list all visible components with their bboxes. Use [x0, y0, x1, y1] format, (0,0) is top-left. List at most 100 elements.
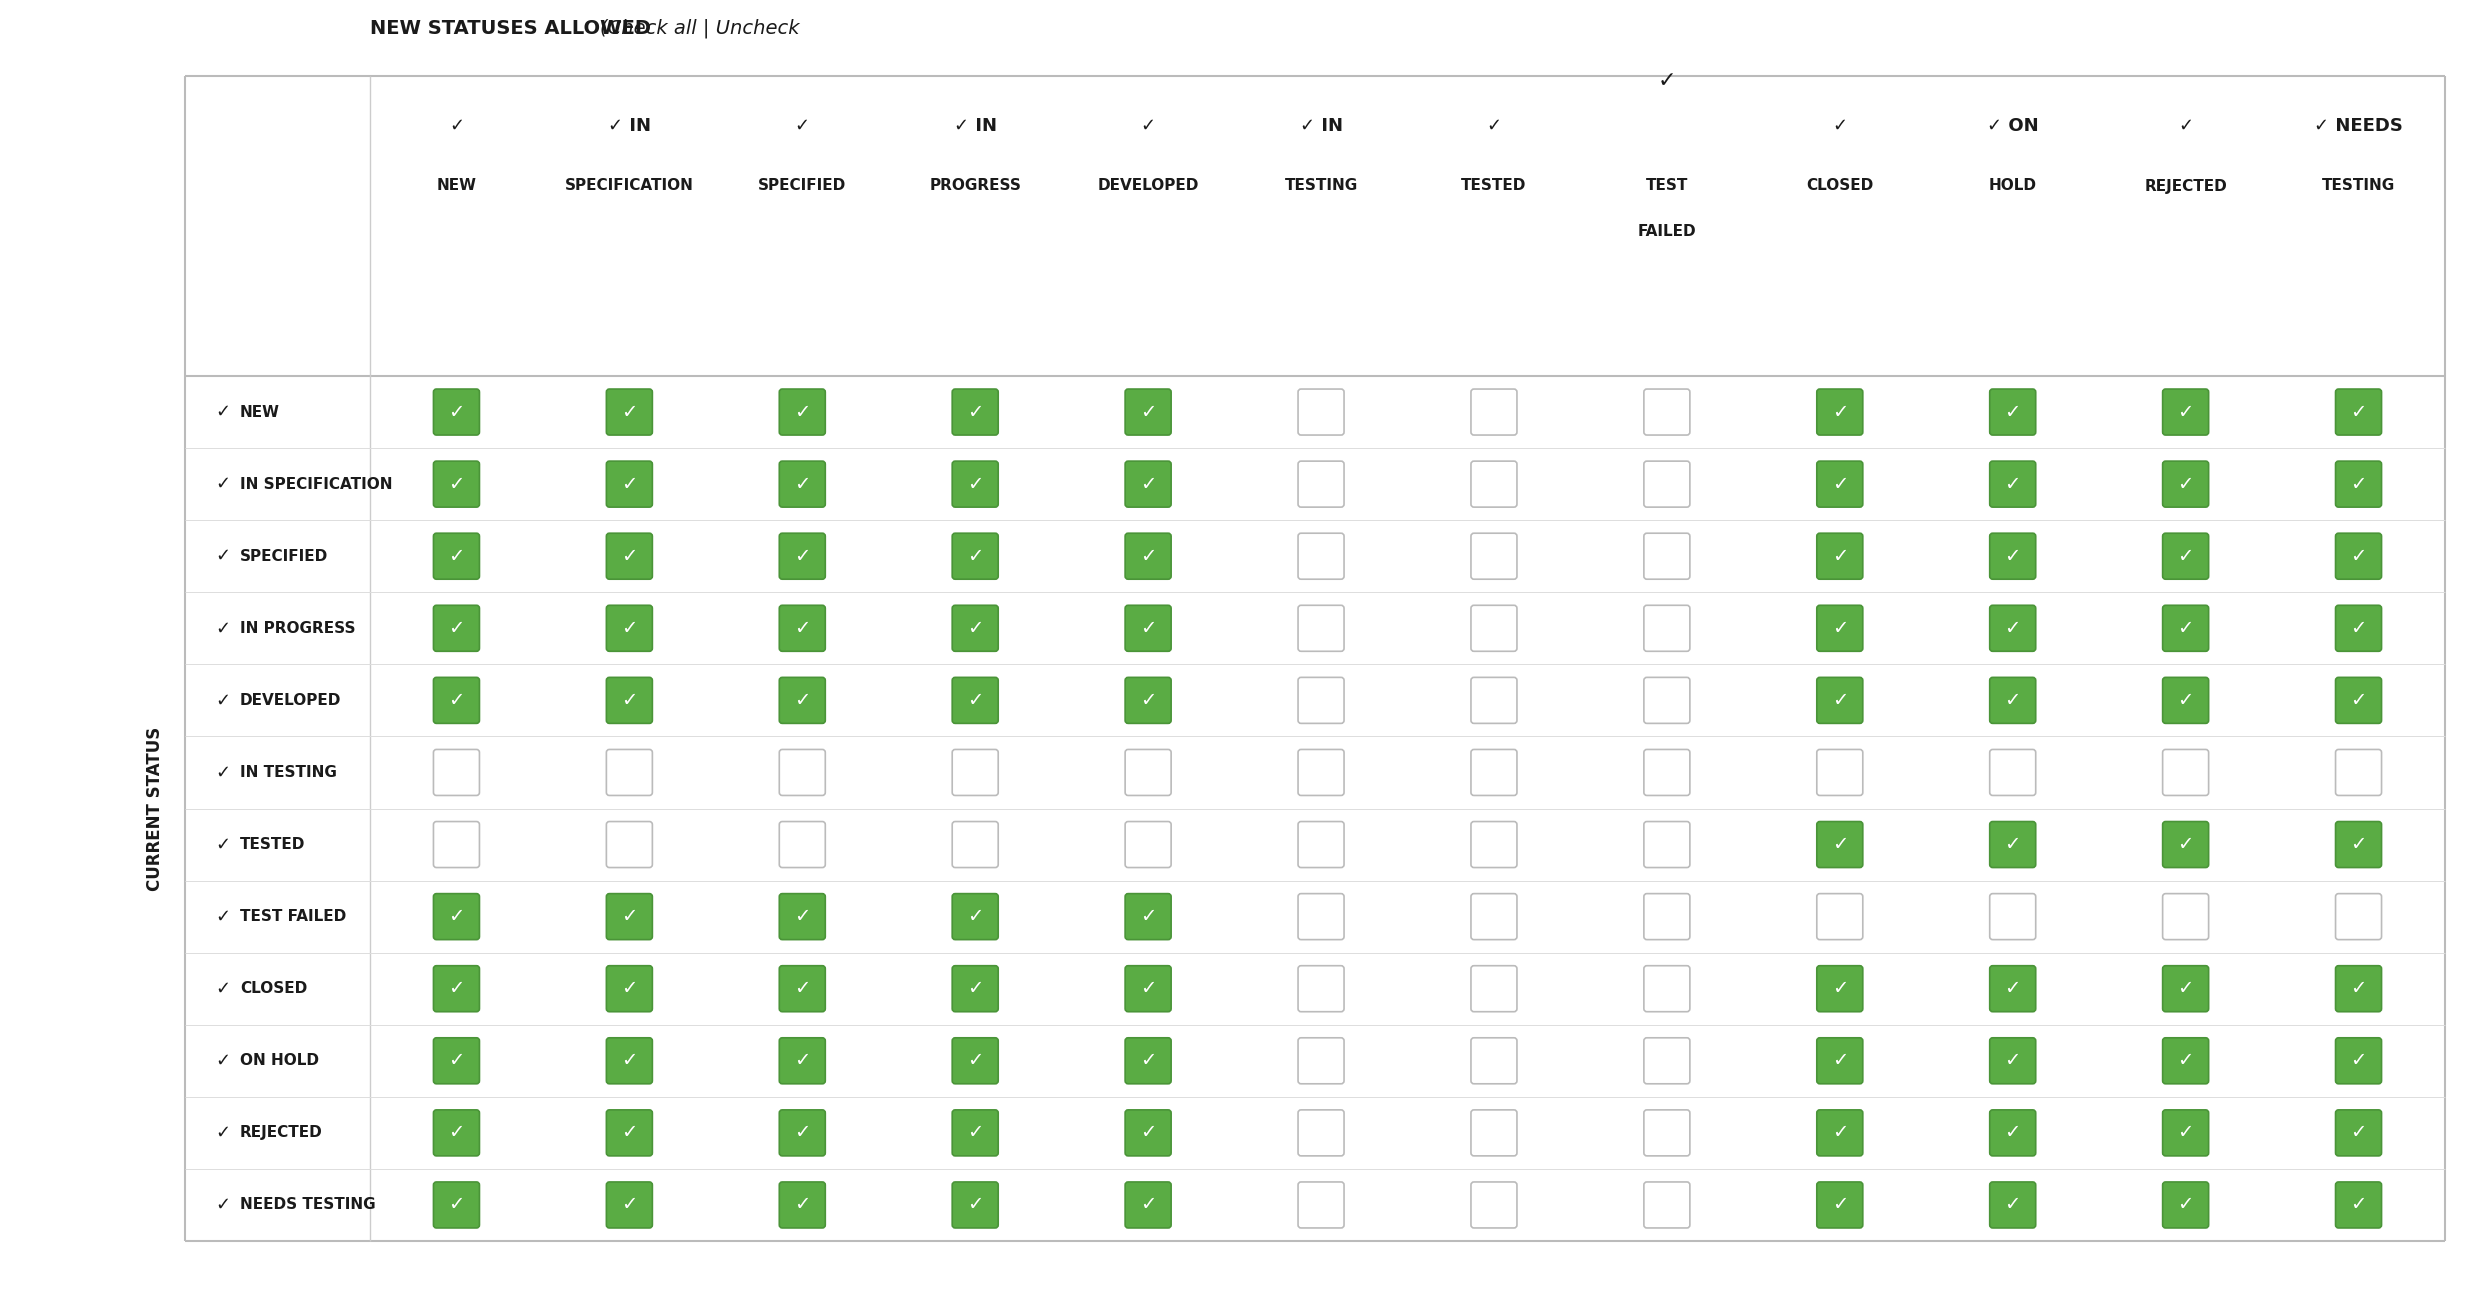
FancyBboxPatch shape [2337, 678, 2381, 723]
FancyBboxPatch shape [432, 822, 479, 867]
FancyBboxPatch shape [2337, 461, 2381, 507]
FancyBboxPatch shape [1472, 1182, 1517, 1227]
FancyBboxPatch shape [1991, 822, 2035, 867]
FancyBboxPatch shape [432, 1182, 479, 1227]
Text: IN TESTING: IN TESTING [240, 765, 336, 780]
FancyBboxPatch shape [781, 822, 825, 867]
FancyBboxPatch shape [432, 389, 479, 435]
FancyBboxPatch shape [2337, 533, 2381, 579]
Text: DEVELOPED: DEVELOPED [1097, 179, 1198, 193]
FancyBboxPatch shape [1818, 1109, 1862, 1156]
Text: ✓: ✓ [2179, 1124, 2193, 1142]
FancyBboxPatch shape [953, 966, 998, 1012]
Text: ✓: ✓ [968, 1124, 983, 1142]
Text: ✓ IN: ✓ IN [1299, 117, 1344, 135]
Text: ✓: ✓ [2179, 835, 2193, 854]
Text: ON HOLD: ON HOLD [240, 1054, 319, 1068]
FancyBboxPatch shape [2337, 822, 2381, 867]
FancyBboxPatch shape [605, 461, 652, 507]
Text: ✓: ✓ [620, 1051, 637, 1070]
Text: ✓: ✓ [2179, 403, 2193, 421]
Text: ✓: ✓ [1833, 117, 1848, 135]
Text: ✓: ✓ [1141, 1195, 1156, 1214]
Text: ✓: ✓ [2351, 547, 2366, 566]
Text: TESTING: TESTING [2322, 179, 2396, 193]
Text: ✓: ✓ [2006, 403, 2020, 421]
Text: ✓: ✓ [2006, 691, 2020, 710]
FancyBboxPatch shape [1299, 389, 1344, 435]
Text: ✓: ✓ [2179, 618, 2193, 638]
FancyBboxPatch shape [953, 1038, 998, 1083]
FancyBboxPatch shape [605, 1182, 652, 1227]
FancyBboxPatch shape [2337, 966, 2381, 1012]
Text: ✓: ✓ [2179, 691, 2193, 710]
Text: ✓: ✓ [2179, 474, 2193, 494]
Text: TEST: TEST [1645, 179, 1687, 193]
Text: ✓: ✓ [447, 907, 464, 927]
FancyBboxPatch shape [1991, 461, 2035, 507]
Text: ✓: ✓ [447, 547, 464, 566]
FancyBboxPatch shape [1472, 1109, 1517, 1156]
Text: ✓: ✓ [2006, 835, 2020, 854]
FancyBboxPatch shape [1645, 1109, 1689, 1156]
Text: SPECIFICATION: SPECIFICATION [566, 179, 694, 193]
FancyBboxPatch shape [605, 1109, 652, 1156]
Text: ✓: ✓ [2351, 474, 2366, 494]
Text: ✓: ✓ [793, 618, 810, 638]
Text: ✓: ✓ [2351, 1195, 2366, 1214]
FancyBboxPatch shape [1645, 894, 1689, 940]
Text: ✓: ✓ [1833, 474, 1848, 494]
Text: TESTED: TESTED [1462, 179, 1526, 193]
Text: (Check all | Uncheck: (Check all | Uncheck [600, 18, 800, 38]
Text: ✓: ✓ [2179, 1195, 2193, 1214]
Text: ✓: ✓ [447, 474, 464, 494]
Text: CLOSED: CLOSED [240, 981, 306, 997]
FancyBboxPatch shape [1299, 822, 1344, 867]
FancyBboxPatch shape [1818, 822, 1862, 867]
FancyBboxPatch shape [1818, 389, 1862, 435]
FancyBboxPatch shape [1472, 1038, 1517, 1083]
Text: ✓: ✓ [1833, 1124, 1848, 1142]
Text: ✓: ✓ [968, 980, 983, 998]
Text: ✓: ✓ [447, 1051, 464, 1070]
Text: ✓: ✓ [2351, 835, 2366, 854]
Text: NEW: NEW [240, 404, 279, 420]
FancyBboxPatch shape [1818, 678, 1862, 723]
FancyBboxPatch shape [2164, 1182, 2208, 1227]
FancyBboxPatch shape [1645, 966, 1689, 1012]
Text: ✓: ✓ [793, 1195, 810, 1214]
FancyBboxPatch shape [1645, 461, 1689, 507]
FancyBboxPatch shape [781, 678, 825, 723]
FancyBboxPatch shape [2164, 461, 2208, 507]
Text: ✓: ✓ [215, 1124, 230, 1142]
FancyBboxPatch shape [1818, 461, 1862, 507]
Text: SPECIFIED: SPECIFIED [758, 179, 847, 193]
Text: ✓: ✓ [1833, 547, 1848, 566]
Text: ✓: ✓ [2006, 1124, 2020, 1142]
Text: CURRENT STATUS: CURRENT STATUS [146, 726, 163, 890]
Text: SPECIFIED: SPECIFIED [240, 548, 329, 564]
Text: ✓: ✓ [620, 691, 637, 710]
FancyBboxPatch shape [2337, 1038, 2381, 1083]
FancyBboxPatch shape [605, 894, 652, 940]
FancyBboxPatch shape [1126, 1109, 1171, 1156]
Text: ✓: ✓ [620, 474, 637, 494]
Text: ✓: ✓ [1141, 907, 1156, 927]
Text: ✓: ✓ [1487, 117, 1502, 135]
FancyBboxPatch shape [1299, 1109, 1344, 1156]
Text: ✓: ✓ [2351, 980, 2366, 998]
FancyBboxPatch shape [1818, 894, 1862, 940]
FancyBboxPatch shape [1645, 1038, 1689, 1083]
Text: ✓: ✓ [447, 403, 464, 421]
FancyBboxPatch shape [781, 894, 825, 940]
FancyBboxPatch shape [2337, 894, 2381, 940]
Text: ✓: ✓ [968, 618, 983, 638]
FancyBboxPatch shape [432, 894, 479, 940]
FancyBboxPatch shape [605, 749, 652, 796]
FancyBboxPatch shape [1818, 966, 1862, 1012]
FancyBboxPatch shape [605, 678, 652, 723]
Text: FAILED: FAILED [1638, 223, 1697, 238]
Text: ✓: ✓ [793, 907, 810, 927]
Text: ✓: ✓ [1141, 547, 1156, 566]
FancyBboxPatch shape [781, 605, 825, 652]
